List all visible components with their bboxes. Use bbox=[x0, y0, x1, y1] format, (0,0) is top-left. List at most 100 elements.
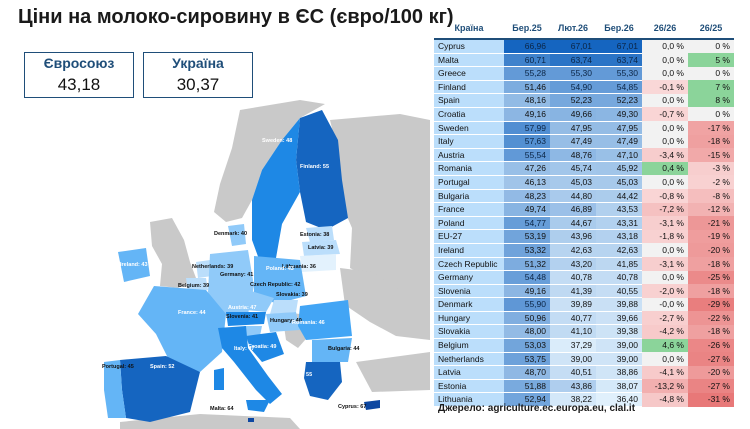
russia-belarus-shape bbox=[330, 114, 430, 305]
cell-price: 47,10 bbox=[596, 148, 642, 163]
cell-price: 40,78 bbox=[596, 270, 642, 285]
cell-change-yoy: -18 % bbox=[688, 324, 734, 339]
cell-price: 43,96 bbox=[550, 229, 596, 244]
cell-change-mom: 4,6 % bbox=[642, 338, 688, 353]
cell-price: 53,32 bbox=[504, 243, 550, 258]
table-row: Belgium 53,03 37,29 39,00 4,6 % -26 % bbox=[434, 338, 734, 353]
cell-change-mom: -3,1 % bbox=[642, 216, 688, 230]
cell-price: 63,74 bbox=[550, 53, 596, 68]
finland-shape bbox=[296, 110, 348, 230]
sardinia-shape bbox=[214, 368, 224, 390]
cell-change-yoy: -27 % bbox=[688, 379, 734, 393]
cell-price: 39,88 bbox=[596, 297, 642, 312]
cell-price: 66,96 bbox=[504, 39, 550, 54]
cell-country: Slovenia bbox=[434, 284, 504, 299]
cell-change-yoy: -21 % bbox=[688, 216, 734, 230]
table-row: Hungary 50,96 40,77 39,66 -2,7 % -22 % bbox=[434, 311, 734, 326]
cell-country: Lithuania bbox=[434, 392, 504, 408]
header-mom: 26/26 bbox=[642, 18, 688, 40]
map-label-romania: Romania: 46 bbox=[292, 320, 325, 326]
slovakia-shape bbox=[270, 300, 298, 314]
cell-price: 47,95 bbox=[596, 121, 642, 136]
cell-change-yoy: 0 % bbox=[688, 66, 734, 81]
map-label-finland: Finland: 55 bbox=[300, 164, 329, 170]
kpi-ukraine-label: Україна bbox=[172, 55, 224, 71]
cell-change-yoy: 0 % bbox=[688, 39, 734, 54]
table-body: Cyprus 66,96 67,01 67,01 0,0 % 0 % Malta 60,71 6… bbox=[434, 39, 734, 408]
table-row: Spain 48,16 52,23 52,23 0,0 % 8 % bbox=[434, 93, 734, 108]
table-row: Romania 47,26 45,74 45,92 0,4 % -3 % bbox=[434, 161, 734, 176]
cell-country: Poland bbox=[434, 216, 504, 231]
ukraine-shape bbox=[340, 268, 430, 340]
map-label-austria: Austria: 47 bbox=[228, 305, 256, 311]
cell-price: 53,03 bbox=[504, 338, 550, 353]
cell-change-mom: 0,0 % bbox=[642, 39, 688, 54]
cell-change-mom: 0,4 % bbox=[642, 161, 688, 176]
cell-price: 48,23 bbox=[504, 189, 550, 204]
cell-price: 52,23 bbox=[550, 93, 596, 108]
cell-country: Romania bbox=[434, 161, 504, 176]
map-label-slovakia: Slovakia: 39 bbox=[276, 292, 308, 298]
turkey-shape bbox=[356, 352, 430, 392]
cell-country: Italy bbox=[434, 134, 504, 149]
cell-price: 42,63 bbox=[596, 243, 642, 258]
france-shape bbox=[138, 286, 226, 372]
cell-change-yoy: -15 % bbox=[688, 148, 734, 162]
kpi-eu-label: Євросоюз bbox=[43, 55, 115, 71]
cell-price: 47,49 bbox=[550, 134, 596, 149]
cell-change-mom: -4,1 % bbox=[642, 365, 688, 380]
cell-change-yoy: 0 % bbox=[688, 107, 734, 122]
map-label-france: France: 44 bbox=[178, 310, 206, 316]
table-row: Germany 54,48 40,78 40,78 0,0 % -25 % bbox=[434, 270, 734, 285]
cell-change-yoy: -29 % bbox=[688, 297, 734, 312]
kpi-eu-value: 43,18 bbox=[57, 75, 101, 94]
kpi-ukraine: Україна 30,37 bbox=[143, 52, 253, 98]
bulgaria-shape bbox=[312, 338, 352, 362]
cell-change-mom: -4,8 % bbox=[642, 392, 688, 407]
map-label-spain: Spain: 52 bbox=[150, 364, 174, 370]
cell-price: 67,01 bbox=[550, 39, 596, 54]
table-row: Ireland 53,32 42,63 42,63 0,0 % -20 % bbox=[434, 243, 734, 258]
cell-country: Malta bbox=[434, 53, 504, 68]
cell-price: 49,30 bbox=[596, 107, 642, 122]
table-row: Denmark 55,90 39,89 39,88 -0,0 % -29 % bbox=[434, 297, 734, 312]
map-label-netherlands: Netherlands: 39 bbox=[192, 264, 233, 270]
cell-price: 39,89 bbox=[550, 297, 596, 312]
cell-price: 55,28 bbox=[504, 66, 550, 81]
map-label-croatia: Croatia: 49 bbox=[248, 344, 276, 350]
cell-country: Sweden bbox=[434, 121, 504, 136]
cell-price: 57,99 bbox=[504, 121, 550, 136]
cell-change-mom: 0,0 % bbox=[642, 134, 688, 149]
cell-price: 55,54 bbox=[504, 148, 550, 163]
germany-shape bbox=[208, 250, 254, 316]
poland-shape bbox=[254, 256, 306, 304]
cell-change-yoy: -20 % bbox=[688, 243, 734, 257]
cell-price: 49,16 bbox=[504, 107, 550, 122]
cell-price: 40,77 bbox=[550, 311, 596, 326]
map-label-latvia: Latvia: 39 bbox=[308, 245, 333, 251]
cell-price: 50,96 bbox=[504, 311, 550, 326]
cell-change-yoy: -3 % bbox=[688, 161, 734, 176]
cell-country: Latvia bbox=[434, 365, 504, 380]
table-row: Greece 55,28 55,30 55,30 0,0 % 0 % bbox=[434, 66, 734, 81]
cell-change-yoy: -18 % bbox=[688, 134, 734, 149]
cell-price: 49,74 bbox=[504, 202, 550, 217]
cell-price: 36,40 bbox=[596, 392, 642, 408]
cell-price: 52,23 bbox=[596, 93, 642, 108]
cell-price: 46,13 bbox=[504, 175, 550, 190]
header-mar25: Бер.25 bbox=[504, 18, 550, 40]
cell-price: 43,53 bbox=[596, 202, 642, 217]
table-row: Latvia 48,70 40,51 38,86 -4,1 % -20 % bbox=[434, 365, 734, 380]
cell-change-yoy: -27 % bbox=[688, 352, 734, 366]
latvia-shape bbox=[302, 240, 340, 256]
cell-change-mom: -3,1 % bbox=[642, 257, 688, 271]
header-yoy: 26/25 bbox=[688, 18, 734, 40]
cell-change-yoy: -18 % bbox=[688, 284, 734, 298]
cell-change-mom: 0,0 % bbox=[642, 243, 688, 257]
cell-country: Spain bbox=[434, 93, 504, 108]
cell-change-mom: -4,2 % bbox=[642, 324, 688, 339]
cell-change-yoy: -26 % bbox=[688, 338, 734, 353]
cell-price: 54,85 bbox=[596, 80, 642, 95]
cell-price: 39,00 bbox=[550, 352, 596, 367]
denmark-shape bbox=[228, 224, 246, 246]
